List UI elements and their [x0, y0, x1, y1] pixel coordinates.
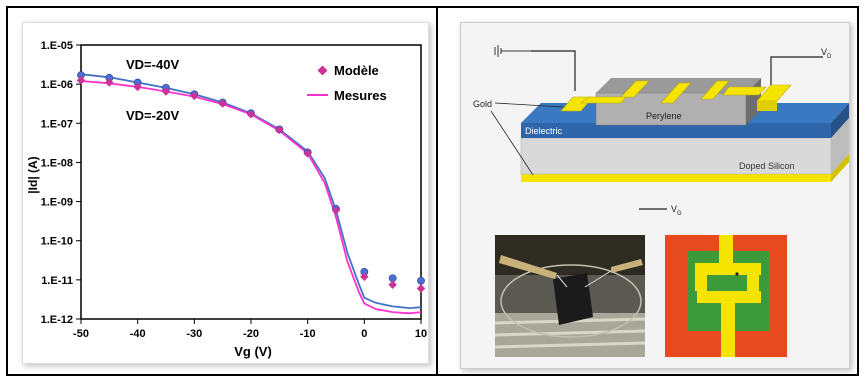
x-tick-label: -20: [243, 328, 259, 340]
legend-label-modele: Modèle: [334, 63, 379, 78]
drain-wire: [770, 56, 823, 85]
doped-silicon-label: Doped Silicon: [739, 161, 795, 171]
point-diamond: [360, 272, 369, 282]
legend-marker-modele: [317, 65, 328, 76]
vd-label: VD: [821, 47, 832, 60]
vg-label: VG: [671, 204, 682, 217]
series-line-0: [80, 73, 422, 310]
x-tick-label: -30: [186, 328, 202, 340]
doped-silicon-layer: [520, 137, 832, 175]
gold-bottom-side: [831, 153, 849, 182]
chart-points: [76, 71, 426, 293]
gold-pointer-2: [490, 110, 534, 176]
x-tick-label: 0: [361, 328, 367, 340]
point-diamond: [303, 149, 312, 158]
device-micrograph: [665, 235, 787, 357]
annotation-vd40: VD=-40V: [126, 57, 179, 72]
point-diamond: [190, 91, 199, 101]
y-tick-label: 1.E-12: [41, 314, 73, 326]
point-diamond: [218, 99, 227, 108]
y-tick-label: 1.E-05: [41, 40, 73, 52]
chart-panel: 1.E-12 1.E-11 1.E-10 1.E-09 1.E-08 1.E-07 1.E-…: [22, 22, 429, 364]
point-circle: [417, 276, 425, 285]
point-diamond: [246, 110, 256, 119]
point-diamond: [416, 284, 426, 293]
x-tick-label: -10: [300, 328, 316, 340]
device-panel: VD Doped Silicon Dielectric Perylene Gol…: [460, 22, 850, 369]
chart-axes: 1.E-12 1.E-11 1.E-10 1.E-09 1.E-08 1.E-07 1.E-…: [41, 40, 428, 340]
source-trace: [580, 96, 627, 104]
y-tick-label: 1.E-09: [41, 197, 73, 209]
y-axis-label: |Id| (A): [26, 156, 40, 193]
finger-3: [700, 80, 730, 100]
finger-2: [660, 82, 692, 104]
point-diamond: [275, 125, 284, 135]
x-axis-label: Vg (V): [234, 344, 272, 359]
y-tick-label: 1.E-07: [41, 118, 73, 130]
device-schematic: VD Doped Silicon Dielectric Perylene Gol…: [473, 45, 849, 357]
point-diamond: [76, 76, 86, 85]
dielectric-label: Dielectric: [525, 126, 563, 136]
legend-label-mesures: Mesures: [334, 88, 387, 103]
legend: Modèle Mesures: [307, 63, 387, 103]
dielectric-layer: [521, 123, 831, 138]
panel-divider: [436, 6, 438, 376]
point-diamond: [161, 87, 171, 96]
y-tick-label: 1.E-08: [41, 157, 73, 169]
chart-lines: [80, 73, 422, 315]
series-line-1: [80, 80, 422, 315]
silicon-side: [831, 118, 849, 174]
y-tick-label: 1.E-06: [41, 79, 73, 91]
x-tick-label: 10: [415, 328, 427, 340]
dielectric-side: [831, 103, 849, 138]
probe-station-photo: [494, 235, 646, 357]
perylene-label: Perylene: [646, 111, 682, 121]
annotation-vd20: VD=-20V: [126, 108, 179, 123]
point-diamond: [388, 280, 397, 289]
gold-bottom-layer: [521, 173, 831, 182]
finger-1: [620, 80, 650, 98]
y-tick-label: 1.E-11: [41, 275, 73, 287]
drain-trace: [722, 86, 767, 96]
transfer-curve-chart: 1.E-12 1.E-11 1.E-10 1.E-09 1.E-08 1.E-07 1.E-…: [26, 40, 428, 359]
gold-pointer-1: [494, 102, 564, 108]
source-wire: [531, 50, 576, 91]
gold-label: Gold: [473, 99, 492, 109]
x-tick-label: -50: [73, 328, 89, 340]
y-tick-label: 1.E-10: [41, 236, 73, 248]
drain-pad-front: [757, 101, 777, 111]
point-diamond: [133, 82, 142, 92]
x-tick-label: -40: [130, 328, 146, 340]
ground-icon: [494, 45, 531, 57]
point-diamond: [331, 206, 341, 215]
